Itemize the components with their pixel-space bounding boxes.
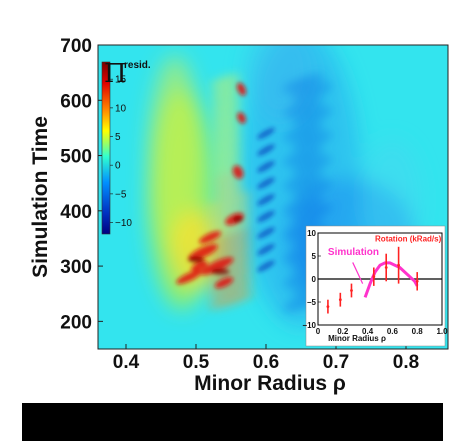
x-tick-label: 0.7	[323, 352, 349, 373]
colorbar-gradient	[102, 62, 110, 234]
colorbar: Π resid. 15 10 5 0 −5 −10	[101, 59, 151, 235]
inset-rotation-point	[350, 289, 353, 292]
colorbar-tick-label: −5	[115, 189, 127, 200]
inset-x-axis-label: Minor Radius ρ	[328, 334, 386, 343]
inset-rotation-point	[415, 279, 419, 283]
x-tick-label: 0.4	[113, 352, 140, 373]
inset-chart: 0 0.2 0.4 0.6 0.8 1.0 10 5 0 −5 −10 Rotation (kRad/…	[302, 225, 448, 347]
inset-x-tick-label: 0.6	[387, 327, 399, 336]
y-tick-label: 700	[60, 36, 92, 57]
x-tick-label: 0.5	[183, 352, 210, 373]
x-axis-label: Minor Radius ρ	[194, 372, 346, 395]
y-tick-label: 600	[60, 91, 92, 112]
colorbar-tick-label: 0	[115, 161, 121, 172]
colorbar-tick-label: 15	[115, 75, 127, 86]
y-axis-label: Simulation Time	[29, 116, 52, 278]
inset-x-tick-label: 0	[316, 327, 321, 336]
inset-rotation-point	[338, 298, 342, 302]
colorbar-tick-label: 5	[115, 132, 121, 143]
inset-y-tick-label: 5	[312, 252, 317, 261]
inset-rotation-point	[384, 266, 388, 269]
colorbar-label: Π	[104, 59, 127, 89]
inset-x-tick-label: 1.0	[436, 327, 448, 336]
colorbar-tick-label: −10	[115, 218, 132, 229]
caption-bar	[22, 403, 443, 441]
y-tick-label: 500	[60, 147, 92, 168]
y-tick-label: 200	[60, 312, 92, 333]
inset-simulation-pointer	[352, 262, 364, 284]
colorbar-label-superscript: resid.	[124, 60, 151, 71]
x-tick-label: 0.8	[393, 352, 419, 373]
inset-y-tick-label: 10	[307, 229, 316, 238]
inset-x-tick-label: 0.2	[337, 327, 349, 336]
y-tick-label: 300	[60, 257, 92, 278]
inset-x-tick-label: 0.8	[412, 327, 424, 336]
x-tick-label: 0.6	[253, 352, 279, 373]
inset-rotation-point	[326, 305, 330, 308]
colorbar-tick-label: 10	[115, 103, 127, 114]
plot-frame	[97, 44, 449, 350]
inset-y-tick-label: −5	[307, 298, 317, 307]
y-tick-label: 400	[60, 202, 92, 223]
inset-x-tick-label: 0.4	[362, 327, 374, 336]
inset-y-tick-label: −10	[302, 321, 316, 330]
inset-simulation-label: Simulation	[328, 247, 379, 258]
inset-rotation-point	[397, 263, 400, 267]
inset-y-tick-label: 0	[312, 275, 317, 284]
inset-rotation-point	[372, 275, 376, 279]
inset-rotation-label: Rotation (kRad/s)	[375, 234, 442, 243]
